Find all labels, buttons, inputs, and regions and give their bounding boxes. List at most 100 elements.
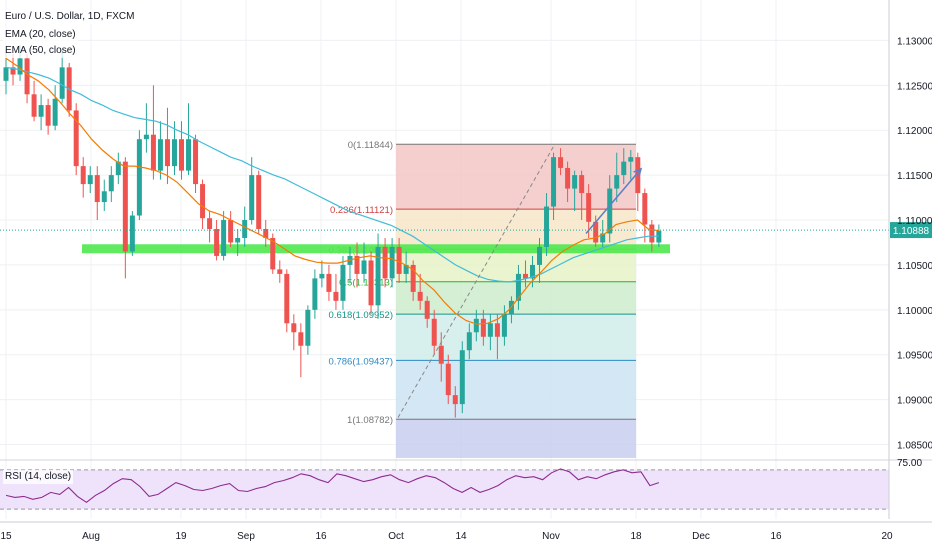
moving-averages bbox=[5, 57, 659, 325]
fib-zone bbox=[396, 144, 636, 210]
time-tick-label: Aug bbox=[82, 531, 100, 542]
candle-body bbox=[642, 193, 648, 225]
rsi-tick-label: 75.00 bbox=[897, 458, 922, 469]
ema20-legend[interactable]: EMA (20, close) bbox=[3, 28, 78, 42]
candle-body bbox=[24, 58, 30, 95]
candle-body bbox=[614, 175, 620, 189]
candle-body bbox=[94, 175, 100, 203]
candle-body bbox=[143, 134, 149, 140]
candle-body bbox=[298, 332, 304, 346]
fib-level-label: 0.786(1.09437) bbox=[329, 356, 393, 367]
candle-body bbox=[586, 193, 592, 222]
candle-body bbox=[530, 264, 535, 279]
candle-body bbox=[45, 105, 51, 126]
time-tick-label: 16 bbox=[770, 531, 782, 542]
rsi-line bbox=[5, 468, 660, 503]
price-tick-label: 1.12500 bbox=[897, 81, 932, 92]
candle-body bbox=[305, 309, 311, 346]
candle-body bbox=[354, 255, 360, 274]
candle-body bbox=[221, 220, 227, 256]
fibonacci-retracement[interactable]: 0(1.11844)0.236(1.11121)0.382(1.10674)0.… bbox=[329, 140, 636, 458]
price-tick-label: 1.09500 bbox=[897, 351, 932, 362]
candle-body bbox=[333, 291, 339, 301]
candle-body bbox=[242, 220, 248, 238]
candle-body bbox=[214, 229, 220, 256]
fib-level-label: 0.5(1.10313) bbox=[339, 278, 393, 289]
candle-body bbox=[171, 139, 177, 167]
candle-body bbox=[515, 273, 521, 301]
candle-body bbox=[522, 273, 528, 279]
candle-body bbox=[235, 237, 241, 243]
candle-body bbox=[572, 175, 578, 189]
candle-body bbox=[565, 167, 571, 189]
candle-body bbox=[375, 246, 381, 306]
candle-body bbox=[544, 206, 550, 247]
candle-body bbox=[473, 318, 479, 333]
time-tick-label: 14 bbox=[455, 531, 467, 542]
candle-body bbox=[579, 175, 585, 194]
candle-body bbox=[621, 161, 627, 176]
ema20-line bbox=[5, 57, 659, 325]
swing-line bbox=[397, 146, 554, 418]
candle-body bbox=[537, 246, 543, 265]
price-tick-label: 1.11000 bbox=[897, 216, 932, 227]
time-tick-label: Dec bbox=[692, 531, 710, 542]
ema50-legend[interactable]: EMA (50, close) bbox=[3, 44, 78, 58]
annotations[interactable] bbox=[0, 146, 889, 418]
candle-body bbox=[593, 221, 599, 243]
candle-body bbox=[164, 139, 170, 167]
candle-body bbox=[445, 363, 451, 396]
fib-level-label: 0.618(1.09952) bbox=[329, 310, 393, 321]
candle-body bbox=[635, 157, 641, 194]
candle-body bbox=[207, 218, 213, 229]
candle-body bbox=[466, 332, 472, 351]
candle-body bbox=[270, 237, 276, 270]
fib-zone bbox=[396, 360, 636, 420]
candle-body bbox=[129, 215, 135, 252]
candle-body bbox=[31, 94, 37, 117]
candle-body bbox=[389, 246, 395, 279]
time-tick-label: 15 bbox=[0, 531, 12, 542]
price-tick-label: 1.10000 bbox=[897, 306, 932, 317]
candle-body bbox=[452, 395, 458, 405]
candle-body bbox=[291, 323, 297, 333]
time-tick-label: Nov bbox=[542, 531, 560, 542]
candle-body bbox=[10, 67, 16, 75]
candle-body bbox=[136, 139, 142, 216]
candle-body bbox=[179, 139, 184, 171]
time-tick-label: Sep bbox=[237, 531, 255, 542]
candle-body bbox=[59, 67, 65, 99]
candle-body bbox=[368, 260, 374, 306]
candle-body bbox=[52, 98, 58, 126]
candle-body bbox=[431, 318, 437, 346]
rsi-pane bbox=[0, 459, 932, 510]
fib-zone bbox=[396, 209, 636, 250]
candle-body bbox=[101, 191, 107, 203]
candle-body bbox=[628, 157, 634, 162]
candle-body bbox=[38, 105, 44, 117]
time-tick-label: 18 bbox=[630, 531, 642, 542]
candle-body bbox=[551, 157, 557, 207]
candle-body bbox=[340, 264, 346, 301]
chart-title: Euro / U.S. Dollar, 1D, FXCM bbox=[3, 10, 137, 24]
price-tick-label: 1.13000 bbox=[897, 36, 932, 47]
candle-body bbox=[424, 300, 430, 319]
time-tick-label: Oct bbox=[388, 531, 404, 542]
candle-body bbox=[607, 188, 613, 234]
price-tick-label: 1.10500 bbox=[897, 261, 932, 272]
rsi-legend[interactable]: RSI (14, close) bbox=[3, 470, 74, 484]
candle-body bbox=[480, 318, 486, 337]
candle-body bbox=[122, 161, 128, 252]
candle-body bbox=[558, 157, 564, 168]
candle-body bbox=[249, 175, 255, 221]
candle-body bbox=[3, 67, 9, 81]
candle-body bbox=[200, 184, 206, 219]
ema50-line bbox=[5, 66, 659, 283]
candle-body bbox=[277, 269, 283, 274]
candle-body bbox=[417, 291, 423, 301]
candle-body bbox=[228, 220, 234, 243]
candle-body bbox=[319, 273, 325, 279]
price-tick-label: 1.11500 bbox=[897, 171, 932, 182]
